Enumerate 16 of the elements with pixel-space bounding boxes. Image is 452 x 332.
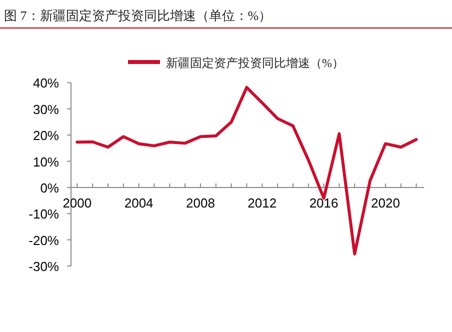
y-tick-label: -10% — [28, 206, 60, 222]
chart-title: 图 7：新疆固定资产投资同比增速（单位：%） — [4, 8, 272, 23]
legend-label: 新疆固定资产投资同比增速（%） — [166, 56, 344, 70]
y-tick-label: 30% — [32, 102, 60, 117]
y-tick-label: 40% — [32, 76, 60, 91]
x-tick-label: 2008 — [186, 195, 215, 210]
y-tick-label: 0% — [40, 180, 60, 196]
y-tick-label: -30% — [28, 259, 60, 274]
y-tick-label: -20% — [28, 232, 60, 248]
x-tick-label: 2000 — [62, 195, 92, 210]
x-tick-label: 2004 — [124, 195, 154, 210]
x-tick-label: 2020 — [371, 195, 400, 210]
x-tick-label: 2012 — [248, 195, 277, 210]
y-tick-label: 20% — [32, 128, 60, 144]
y-tick-label: 10% — [32, 154, 60, 170]
x-tick-label: 2016 — [309, 195, 338, 210]
